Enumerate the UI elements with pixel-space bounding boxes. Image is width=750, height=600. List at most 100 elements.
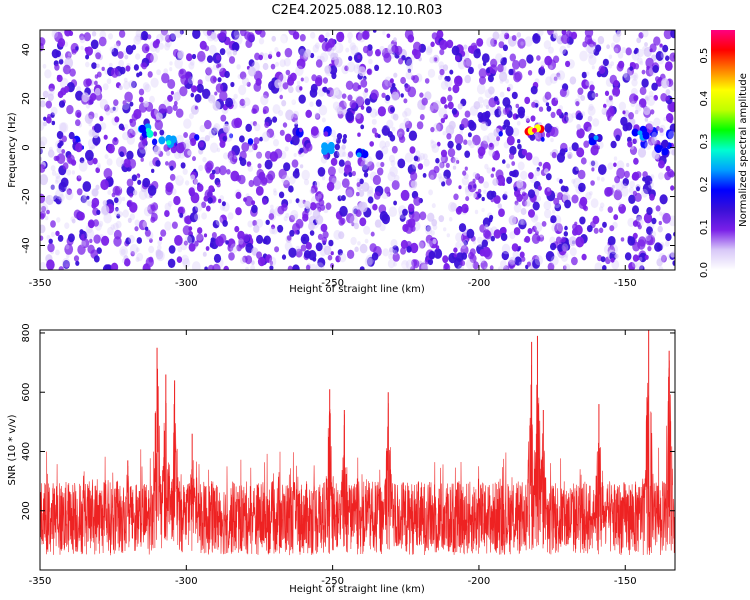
heatmap-cell xyxy=(419,114,425,121)
heatmap-cell xyxy=(646,180,651,186)
heatmap-cell xyxy=(252,175,262,187)
heatmap-cell xyxy=(172,104,178,111)
heatmap-cell xyxy=(442,176,448,182)
heatmap-cell xyxy=(452,84,460,94)
heatmap-cell xyxy=(518,58,527,69)
colorbar-tick-label: 0.3 xyxy=(699,133,710,149)
heatmap-cell xyxy=(364,98,371,106)
heatmap-cell xyxy=(520,187,526,194)
heatmap-cell xyxy=(183,132,189,138)
heatmap-cell xyxy=(127,217,132,223)
heatmap-cell xyxy=(466,228,475,239)
heatmap-cell xyxy=(557,75,562,80)
heatmap-cell xyxy=(409,146,416,154)
heatmap-cell xyxy=(153,145,161,155)
heatmap-cell xyxy=(229,133,234,139)
heatmap-cell xyxy=(627,140,633,148)
heatmap-cell xyxy=(251,204,258,214)
heatmap-cell xyxy=(99,115,104,121)
heatmap-cell xyxy=(40,210,46,219)
y-tick-label: 0 xyxy=(21,144,32,150)
heatmap-cell xyxy=(536,236,541,242)
heatmap-cell xyxy=(501,250,509,261)
heatmap-cell xyxy=(594,262,603,270)
heatmap-cell xyxy=(75,119,81,127)
heatmap-cell xyxy=(201,212,208,220)
heatmap-cell xyxy=(356,182,361,187)
heatmap-cell xyxy=(123,258,131,267)
heatmap-cell xyxy=(43,116,47,122)
heatmap-cell xyxy=(545,173,552,181)
heatmap-cell xyxy=(210,237,215,243)
heatmap-cell xyxy=(520,170,528,180)
heatmap-cell xyxy=(478,152,484,159)
heatmap-cell xyxy=(156,69,162,76)
heatmap-cell xyxy=(356,177,361,183)
heatmap-cell xyxy=(521,149,528,156)
heatmap-cell xyxy=(120,248,126,255)
heatmap-cell xyxy=(568,236,577,247)
heatmap-cell xyxy=(514,200,519,206)
heatmap-cell xyxy=(443,113,448,120)
heatmap-cell xyxy=(623,69,633,81)
heatmap-cell xyxy=(177,246,183,253)
heatmap-cell xyxy=(508,153,515,160)
heatmap-cell xyxy=(379,223,386,232)
heatmap-cell xyxy=(144,84,152,93)
heatmap-cell xyxy=(263,91,269,99)
heatmap-cell xyxy=(197,227,203,234)
heatmap-cell xyxy=(651,30,657,36)
heatmap-cell xyxy=(291,159,299,168)
heatmap-cell xyxy=(247,165,253,172)
heatmap-cell xyxy=(605,98,610,103)
heatmap-cell xyxy=(413,41,422,52)
heatmap-cell xyxy=(226,169,231,175)
heatmap-cell xyxy=(404,152,414,163)
heatmap-cell xyxy=(624,170,630,179)
heatmap-cell xyxy=(222,136,227,142)
heatmap-cell xyxy=(625,122,633,131)
heatmap-cell xyxy=(427,212,435,222)
heatmap-hotspot-peak xyxy=(356,152,362,158)
heatmap-cell xyxy=(477,193,482,199)
heatmap-cell xyxy=(236,64,241,70)
heatmap-cell xyxy=(65,244,70,250)
heatmap-cell xyxy=(507,83,514,91)
heatmap-cell xyxy=(170,90,174,95)
heatmap-cell xyxy=(478,116,484,123)
heatmap-cell xyxy=(527,70,533,76)
heatmap-cell xyxy=(525,118,530,124)
heatmap-cell xyxy=(48,238,53,244)
heatmap-cell xyxy=(629,93,638,104)
heatmap-cell xyxy=(294,168,300,174)
heatmap-cell xyxy=(254,30,262,35)
heatmap-cell xyxy=(460,260,466,267)
heatmap-cell xyxy=(270,63,276,70)
heatmap-cell xyxy=(226,47,232,55)
heatmap-cell xyxy=(158,42,164,50)
heatmap-cell xyxy=(94,112,99,119)
heatmap-cell xyxy=(508,215,517,226)
heatmap-cell xyxy=(330,251,334,256)
heatmap-cell xyxy=(158,103,167,114)
heatmap-cell xyxy=(670,30,675,39)
heatmap-cell xyxy=(637,147,647,158)
heatmap-cell xyxy=(617,60,625,69)
heatmap-cell xyxy=(556,108,562,116)
heatmap-cell xyxy=(71,170,76,175)
heatmap-cell xyxy=(550,111,556,119)
heatmap-hotspot xyxy=(660,140,668,149)
heatmap-cell xyxy=(204,61,209,67)
heatmap-cell xyxy=(71,159,77,166)
heatmap-cell xyxy=(503,119,511,128)
heatmap-cell xyxy=(525,115,530,122)
heatmap-cell xyxy=(614,175,621,184)
heatmap-cell xyxy=(488,148,495,157)
heatmap-cell xyxy=(410,242,419,254)
heatmap-cell xyxy=(465,196,470,202)
heatmap-cell xyxy=(564,263,571,270)
heatmap-cell xyxy=(304,200,311,209)
heatmap-cell xyxy=(509,170,514,177)
heatmap-cell xyxy=(451,108,458,115)
heatmap-cell xyxy=(262,62,269,71)
